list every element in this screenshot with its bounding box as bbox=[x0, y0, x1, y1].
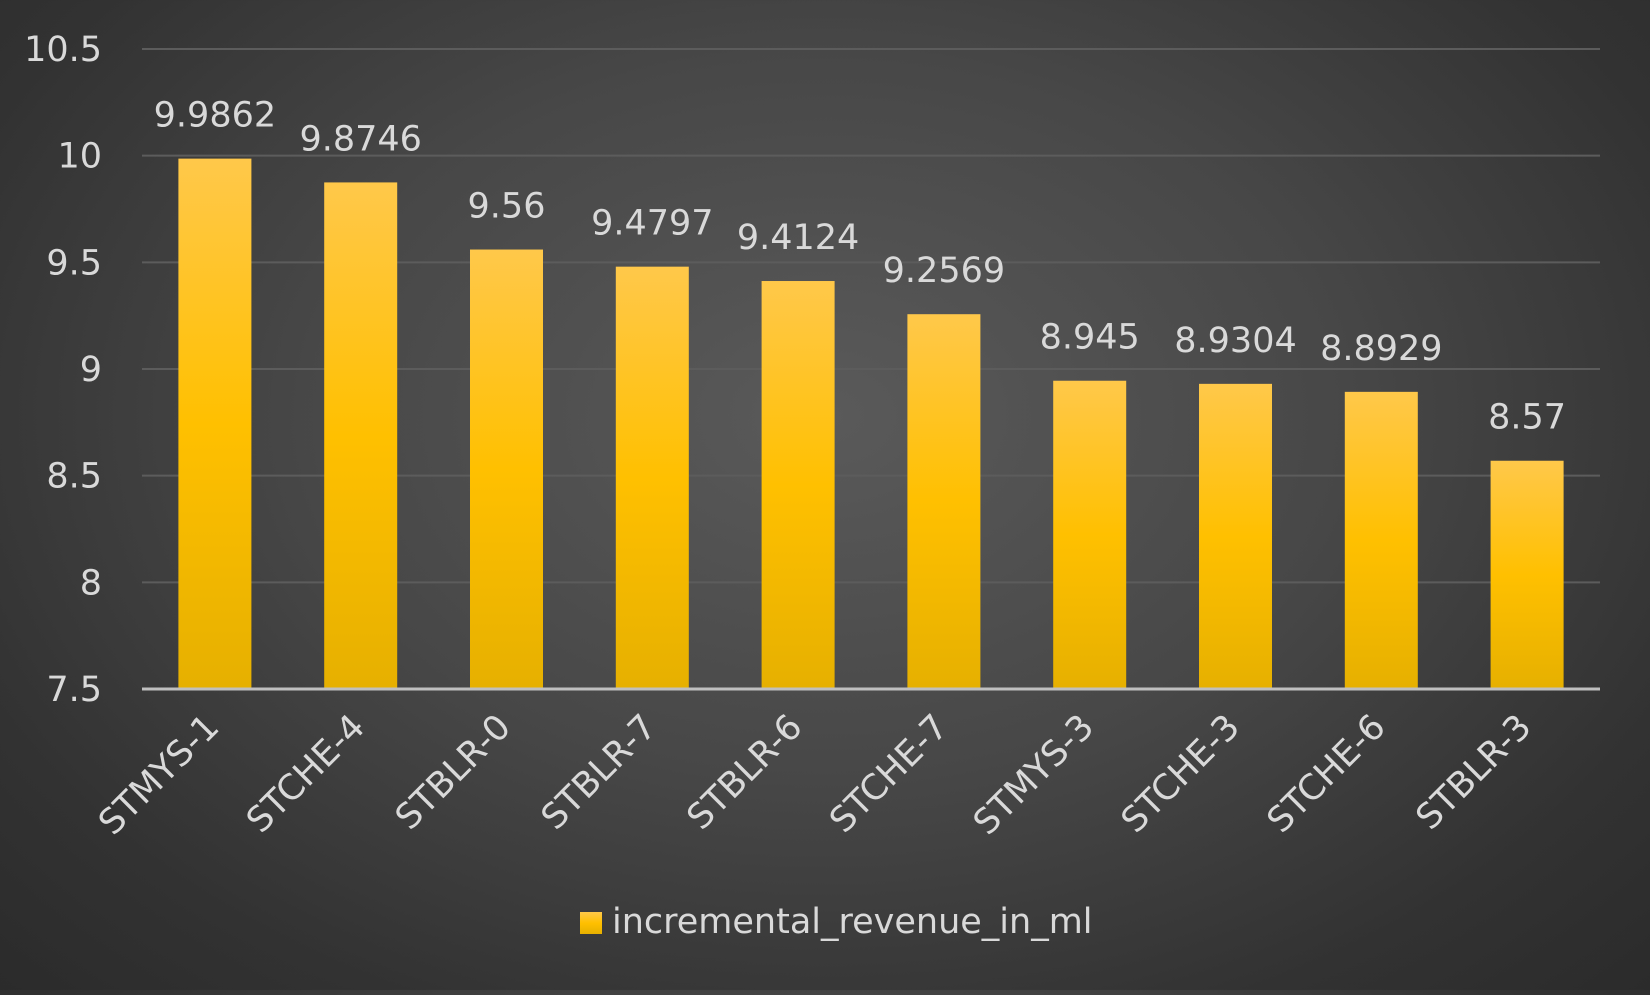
x-tick-label: STBLR-3 bbox=[1409, 707, 1540, 838]
x-tick-label: STBLR-0 bbox=[388, 707, 519, 838]
legend: incremental_revenue_in_ml bbox=[580, 902, 1093, 942]
bar bbox=[1490, 460, 1564, 689]
y-tick-label: 8 bbox=[80, 563, 102, 603]
data-label: 8.945 bbox=[1040, 318, 1140, 358]
y-tick-label: 8.5 bbox=[46, 457, 102, 497]
y-tick-label: 10 bbox=[57, 137, 102, 177]
bar bbox=[178, 158, 252, 690]
x-tick-label: STCHE-4 bbox=[239, 707, 373, 841]
data-label: 8.9304 bbox=[1174, 321, 1296, 361]
bar bbox=[324, 182, 398, 689]
x-tick-label: STBLR-6 bbox=[680, 707, 811, 838]
data-label: 9.4797 bbox=[591, 204, 713, 244]
x-tick-label: STCHE-7 bbox=[822, 707, 956, 841]
bar bbox=[907, 314, 981, 689]
legend-swatch bbox=[580, 912, 602, 934]
y-tick-label: 7.5 bbox=[46, 670, 102, 710]
data-labels: 9.9862 9.8746 9.56 9.4797 9.4124 9.2569 8.945 8… bbox=[154, 96, 1566, 438]
y-tick-label: 9.5 bbox=[46, 243, 102, 283]
data-label: 8.57 bbox=[1488, 398, 1566, 438]
x-tick-label: STMYS-3 bbox=[966, 707, 1102, 843]
legend-label: incremental_revenue_in_ml bbox=[612, 902, 1093, 942]
data-label: 9.4124 bbox=[737, 218, 859, 258]
x-tick-label: STCHE-6 bbox=[1260, 707, 1394, 841]
data-label: 9.8746 bbox=[299, 119, 421, 159]
x-tick-label: STBLR-7 bbox=[534, 707, 665, 838]
bar bbox=[1344, 391, 1418, 689]
bars bbox=[178, 158, 1564, 690]
bar bbox=[1199, 383, 1272, 689]
data-label: 9.56 bbox=[468, 187, 546, 227]
bar bbox=[761, 281, 835, 689]
bar bbox=[470, 249, 543, 690]
y-tick-label: 10.5 bbox=[24, 30, 102, 70]
y-axis-tick-labels: 7.5 8 8.5 9 9.5 10 10.5 bbox=[24, 30, 102, 710]
data-label: 9.2569 bbox=[883, 251, 1005, 291]
x-axis-tick-labels: STMYS-1 STCHE-4 STBLR-0 STBLR-7 STBLR-6 STCHE… bbox=[91, 707, 1539, 843]
y-tick-label: 9 bbox=[80, 350, 102, 390]
bar bbox=[615, 266, 689, 689]
x-tick-label: STMYS-1 bbox=[91, 707, 227, 843]
data-label: 9.9862 bbox=[154, 96, 276, 136]
bar bbox=[1053, 380, 1127, 689]
data-label: 8.8929 bbox=[1320, 329, 1442, 369]
x-tick-label: STCHE-3 bbox=[1114, 707, 1248, 841]
